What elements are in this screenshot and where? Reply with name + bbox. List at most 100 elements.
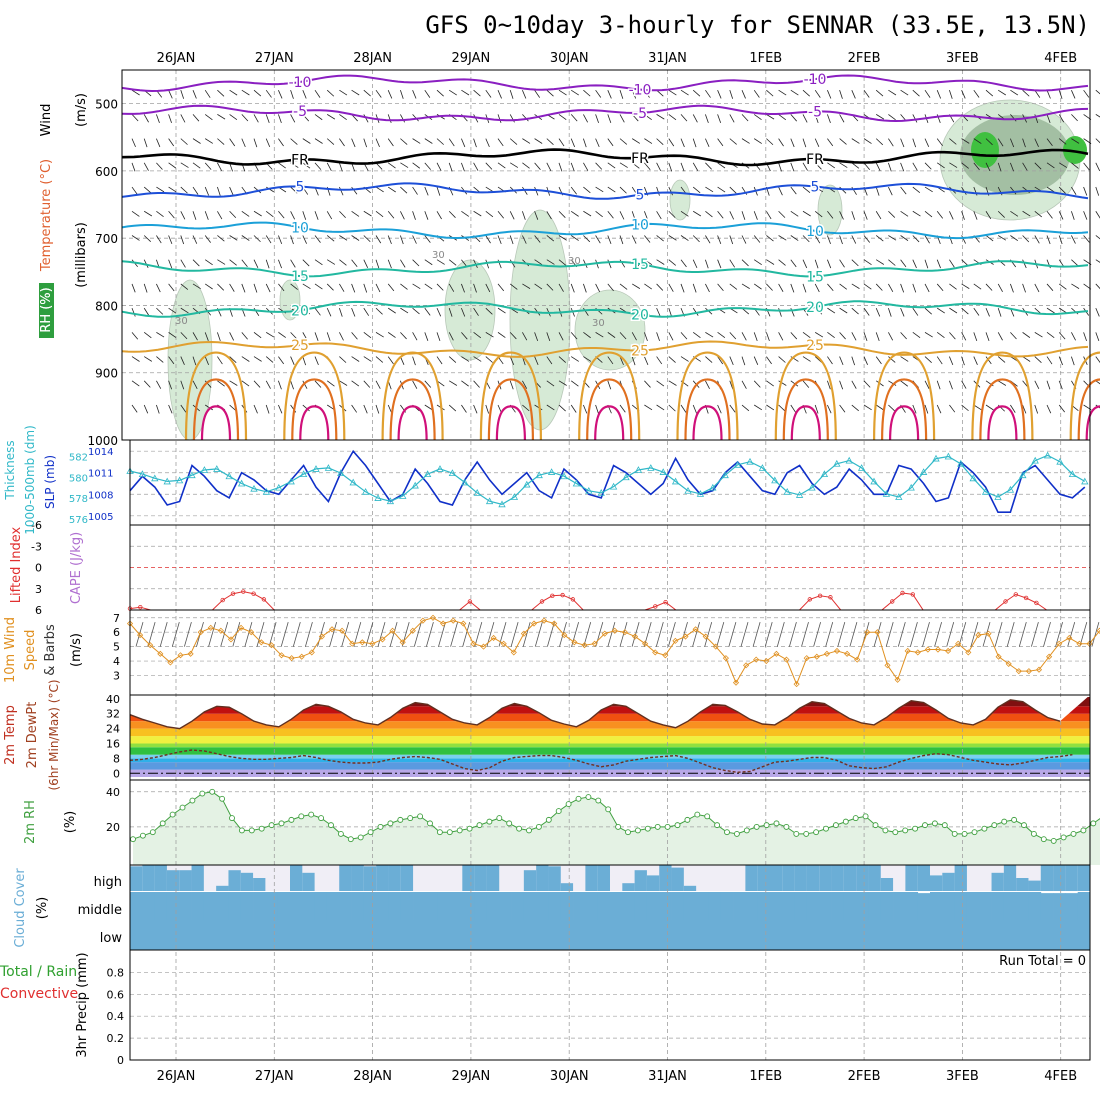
wind-barb: [753, 138, 762, 144]
wind-barb: [863, 235, 871, 243]
cloud-high-cover: [868, 865, 882, 891]
wind-barb: [729, 404, 736, 413]
wind-barb: [400, 211, 405, 220]
wind-barb: [180, 235, 185, 245]
surface-wind-barb: [595, 621, 604, 647]
rh-point: [397, 816, 404, 823]
wind-barb: [1071, 211, 1075, 220]
boundary-layer-contour: [782, 378, 829, 441]
wind-barb: [314, 114, 323, 121]
wind-speed-point: [147, 642, 154, 649]
wind-barb: [827, 404, 832, 414]
wind-barb: [448, 162, 453, 172]
wind-barb: [839, 235, 843, 245]
wind-barb: [900, 186, 907, 195]
lifted-index-point: [890, 599, 895, 604]
wind-barb: [705, 235, 711, 244]
wind-barb: [924, 332, 933, 338]
surface-wind-barb: [1018, 621, 1027, 647]
surface-wind-barb: [305, 621, 313, 647]
wind-barb: [412, 114, 419, 122]
wind-barb: [400, 186, 408, 194]
wind-barb: [534, 283, 543, 290]
isotherm-label: FR: [291, 153, 309, 169]
wind-barb: [339, 114, 347, 121]
wind-barb: [204, 356, 209, 366]
wind-barb: [424, 162, 431, 170]
wind-barb: [985, 404, 994, 411]
wind-barb: [790, 283, 795, 293]
wind-barb: [497, 235, 502, 245]
wind-barb: [766, 404, 775, 411]
wind-barb: [412, 186, 418, 195]
wind-barb: [961, 211, 965, 220]
wind-barb: [302, 283, 311, 290]
wind-barb: [522, 90, 527, 99]
wind-barb: [436, 356, 443, 365]
wind-barb: [156, 283, 161, 293]
wind-barb: [888, 283, 894, 292]
rh-tick-label: 40: [106, 786, 120, 799]
wind-barb: [644, 89, 650, 98]
wind-barb: [814, 235, 821, 244]
wind-barb: [265, 356, 274, 363]
isotherm-label: 15: [291, 269, 309, 285]
wind-barb: [326, 307, 332, 317]
wind-barb: [424, 211, 429, 220]
date-label-top: 29JAN: [452, 51, 491, 66]
rh-point: [476, 822, 483, 829]
wind-barb: [631, 211, 636, 220]
date-label-top: 1FEB: [749, 51, 782, 66]
wind-speed-point: [793, 681, 800, 688]
wind-barb: [619, 259, 626, 268]
wind-speed-point: [1046, 653, 1053, 660]
cloud-middle-cover: [610, 892, 623, 920]
wind-barb: [839, 114, 845, 123]
wind-barb: [363, 332, 372, 339]
rh-point: [169, 811, 176, 818]
wind-barb: [802, 332, 811, 339]
thickness-tick-label: 578: [69, 494, 88, 505]
wind-barb: [387, 90, 393, 99]
wind-barb: [851, 211, 856, 220]
wind-barb: [351, 186, 358, 195]
isotherm-label: FR: [631, 151, 649, 167]
wind-barb: [229, 332, 235, 341]
wind-barb: [412, 380, 418, 389]
wind-barb: [1058, 332, 1066, 340]
wind-barb: [656, 404, 665, 411]
wind-barb: [839, 259, 845, 268]
wind-barb: [729, 90, 734, 99]
wind-barb: [583, 114, 588, 123]
cloud-middle-cover: [757, 892, 771, 920]
surface-wind-barb: [946, 621, 955, 647]
wind-barb: [717, 211, 724, 219]
cloud-middle-cover: [425, 892, 439, 920]
wind-barb: [729, 114, 735, 123]
wind-barb: [1046, 404, 1052, 414]
wind-barb: [204, 283, 213, 290]
wind-speed-point: [1066, 634, 1073, 642]
boundary-layer-contour: [291, 378, 338, 441]
rh-point: [654, 823, 661, 830]
wind-barb: [229, 138, 236, 147]
cloud-high-cover: [683, 885, 697, 891]
wind-barb: [473, 283, 477, 293]
wind-barb: [412, 259, 420, 267]
wind-barb: [253, 283, 258, 293]
wind-barb: [168, 332, 177, 338]
wind-barb: [790, 210, 799, 217]
rh-point: [278, 820, 285, 827]
wind-barb: [290, 283, 298, 290]
cape-axis-title: CAPE (J/kg): [69, 532, 84, 604]
wind-barb: [326, 332, 331, 341]
wind-barb: [668, 210, 676, 218]
wind-barb: [204, 235, 211, 243]
rh-point: [902, 827, 909, 834]
wind-speed-point: [672, 637, 679, 644]
wind-barb: [461, 138, 466, 148]
wind-barb: [363, 259, 369, 269]
wind-barb: [692, 259, 698, 269]
wind-barb: [997, 89, 1007, 96]
wind-barb: [741, 332, 747, 341]
